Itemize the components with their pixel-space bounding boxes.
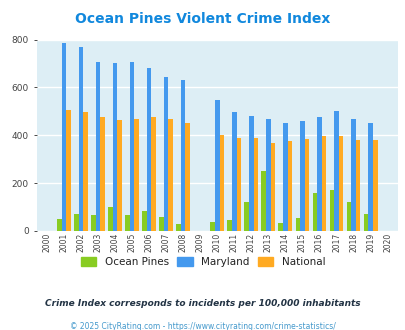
Bar [210, 222, 214, 231]
Bar [261, 171, 265, 231]
Bar [91, 215, 95, 231]
Bar [95, 62, 100, 231]
Bar [57, 219, 62, 231]
Bar [372, 140, 377, 231]
Bar [282, 123, 287, 231]
Text: © 2025 CityRating.com - https://www.cityrating.com/crime-statistics/: © 2025 CityRating.com - https://www.city… [70, 322, 335, 330]
Bar [350, 119, 355, 231]
Bar [363, 214, 367, 231]
Bar [236, 138, 241, 231]
Bar [66, 110, 70, 231]
Bar [367, 123, 372, 231]
Bar [253, 138, 258, 231]
Bar [112, 63, 117, 231]
Bar [333, 112, 338, 231]
Bar [346, 202, 350, 231]
Bar [355, 140, 360, 231]
Bar [316, 117, 321, 231]
Bar [248, 116, 253, 231]
Bar [163, 77, 168, 231]
Bar [129, 62, 134, 231]
Bar [219, 135, 224, 231]
Bar [168, 119, 173, 231]
Bar [180, 80, 185, 231]
Bar [244, 202, 248, 231]
Bar [278, 223, 282, 231]
Bar [338, 136, 343, 231]
Bar [78, 47, 83, 231]
Bar [321, 136, 326, 231]
Bar [108, 207, 112, 231]
Bar [176, 224, 180, 231]
Bar [299, 121, 304, 231]
Bar [329, 190, 333, 231]
Bar [83, 112, 87, 231]
Bar [214, 100, 219, 231]
Bar [227, 220, 231, 231]
Bar [231, 112, 236, 231]
Bar [117, 120, 121, 231]
Bar [304, 139, 309, 231]
Bar [62, 43, 66, 231]
Bar [74, 214, 78, 231]
Bar [100, 117, 104, 231]
Bar [142, 211, 146, 231]
Bar [146, 68, 151, 231]
Bar [185, 123, 190, 231]
Bar [265, 119, 270, 231]
Text: Ocean Pines Violent Crime Index: Ocean Pines Violent Crime Index [75, 12, 330, 25]
Legend: Ocean Pines, Maryland, National: Ocean Pines, Maryland, National [81, 257, 324, 267]
Bar [295, 218, 299, 231]
Bar [151, 117, 156, 231]
Bar [125, 215, 129, 231]
Text: Crime Index corresponds to incidents per 100,000 inhabitants: Crime Index corresponds to incidents per… [45, 299, 360, 308]
Bar [270, 143, 275, 231]
Bar [312, 193, 316, 231]
Bar [134, 118, 139, 231]
Bar [287, 141, 292, 231]
Bar [159, 217, 163, 231]
